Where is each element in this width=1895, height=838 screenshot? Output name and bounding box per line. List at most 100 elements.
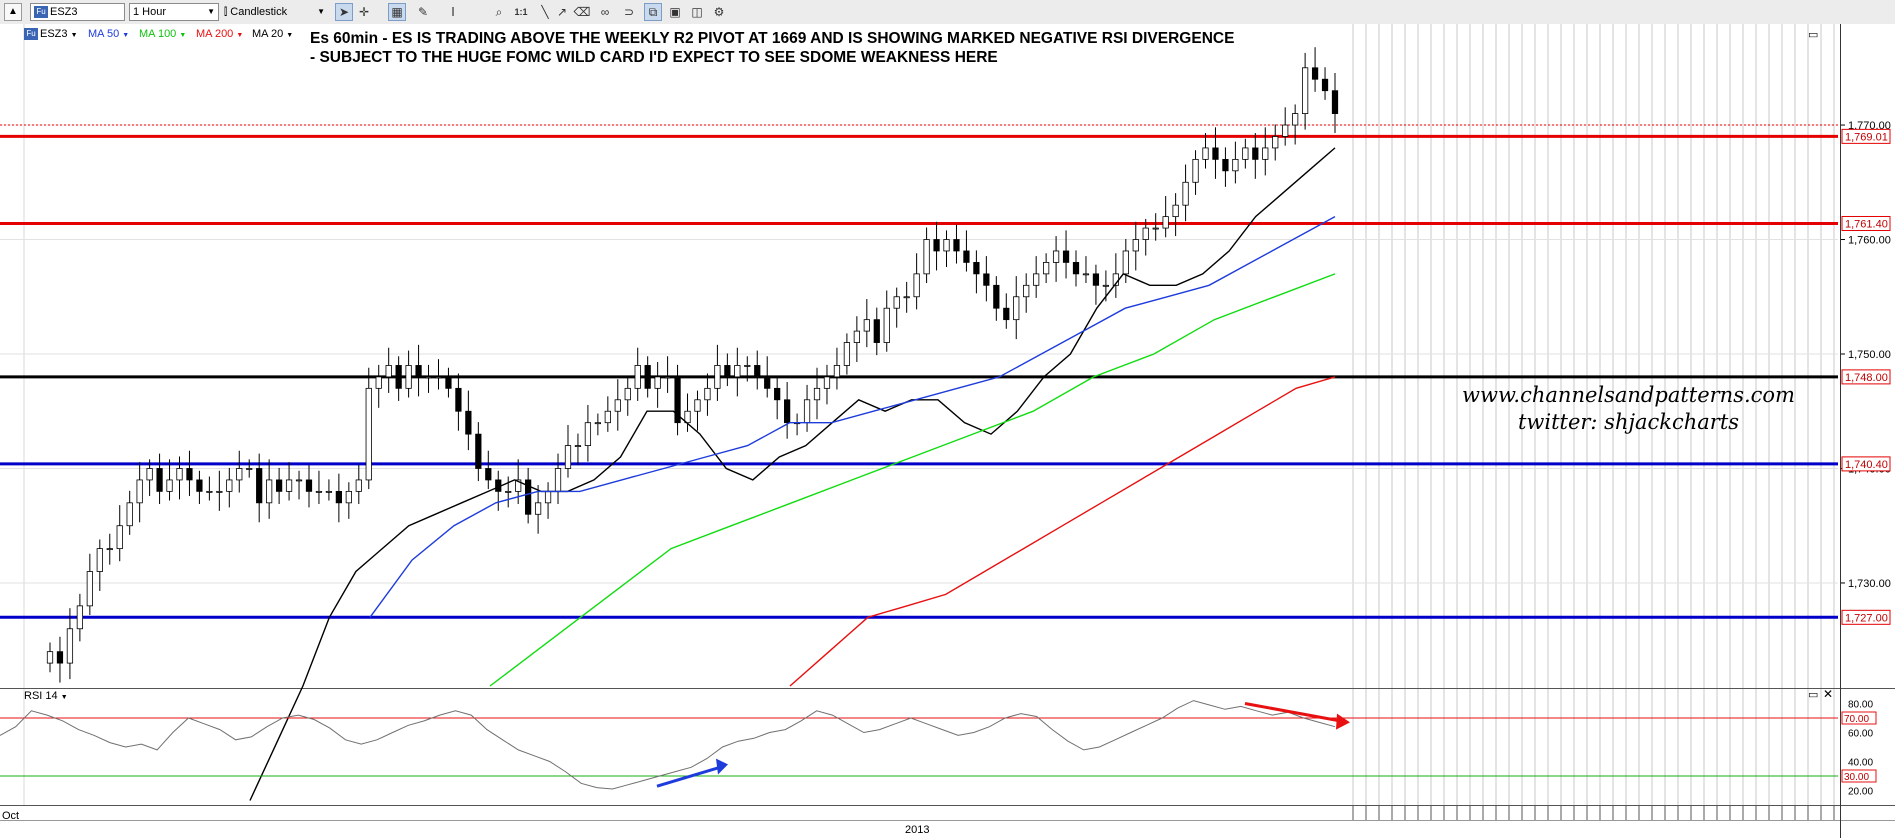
legend-ma200[interactable]: MA 200 ▼ xyxy=(196,28,243,40)
legend-ma100[interactable]: MA 100 ▼ xyxy=(139,28,186,40)
line-tool-icon[interactable]: ╲ xyxy=(541,5,549,19)
legend-symbol-label: ESZ3 xyxy=(40,28,68,40)
candle-up xyxy=(1262,147,1269,160)
candle-up xyxy=(1182,181,1189,206)
legend-symbol[interactable]: Fu ESZ3 ▼ xyxy=(24,28,78,41)
candle-up xyxy=(943,239,950,252)
rsi-tick-label: 60.00 xyxy=(1848,729,1873,740)
candle-up xyxy=(554,468,562,492)
template-icon[interactable]: ▣ xyxy=(669,5,681,19)
candle-up xyxy=(1192,158,1199,183)
candle-up xyxy=(923,239,930,275)
price-tag-box xyxy=(1841,215,1891,231)
cursor-icon[interactable]: ➤ xyxy=(335,3,353,21)
arrow-head-icon xyxy=(1336,713,1350,730)
candle-up xyxy=(285,479,293,492)
candle-up xyxy=(1301,67,1309,114)
x-axis-year-label: 2013 xyxy=(905,824,930,836)
arrow-head-icon xyxy=(716,758,728,775)
layers-icon[interactable]: ⧉ xyxy=(644,3,662,21)
candle-up xyxy=(704,387,711,401)
object-icon[interactable]: ◫ xyxy=(691,5,703,19)
watermark-twitter: twitter: shjackcharts xyxy=(1517,410,1740,434)
candle-down xyxy=(1331,90,1339,114)
candle-up xyxy=(266,479,273,504)
symbol-value: ESZ3 xyxy=(50,6,78,18)
crosshair-icon[interactable]: ✛ xyxy=(358,5,370,19)
candle-down xyxy=(674,376,681,424)
collapse-button[interactable]: ▲ xyxy=(4,3,22,21)
rsi-tick-label: 20.00 xyxy=(1848,787,1873,798)
candle-up xyxy=(1232,158,1239,172)
candle-up xyxy=(106,548,113,551)
candle-down xyxy=(485,468,492,481)
candle-up xyxy=(1013,296,1020,321)
candlestick-icon: ⫿ xyxy=(224,7,228,18)
moving-average-ma50 xyxy=(369,215,1336,618)
draw-icon[interactable]: ✎ xyxy=(417,5,429,19)
toolbar: ▲ Fu ESZ3 1 Hour ▼ ⫿ Candlestick ▼ ➤ ✛ ▦ ✎ … xyxy=(0,0,1895,25)
candle-up xyxy=(96,548,103,572)
moving-average-ma100 xyxy=(489,273,1336,687)
chevron-down-icon: ▼ xyxy=(122,32,130,39)
moving-average-ma200 xyxy=(789,376,1336,687)
chevron-down-icon: ▼ xyxy=(207,7,215,16)
candle-up xyxy=(1082,273,1090,276)
candle-up xyxy=(1242,147,1249,160)
legend-ma20-label: MA 20 xyxy=(252,28,284,40)
candle-down xyxy=(933,239,940,252)
candle-down xyxy=(973,262,980,275)
interval-value: 1 Hour xyxy=(133,6,167,18)
magnet-icon[interactable]: ⊃ xyxy=(623,5,635,19)
candle-up xyxy=(883,307,890,343)
rsi-bullish-divergence-arrow xyxy=(656,765,721,788)
chart-style-select[interactable]: ⫿ Candlestick ▼ xyxy=(224,3,328,21)
settings-icon[interactable]: ⚙ xyxy=(713,5,725,19)
rsi-tick-label: 80.00 xyxy=(1848,700,1873,711)
futures-icon: Fu xyxy=(34,6,48,19)
maximize-rsi-pane-icon[interactable]: ▭ xyxy=(1808,689,1819,701)
symbol-input[interactable]: Fu ESZ3 xyxy=(30,3,125,21)
price-tag-box xyxy=(1841,369,1891,385)
link-icon[interactable]: ∞ xyxy=(600,5,610,19)
candle-down xyxy=(1252,147,1259,160)
close-rsi-pane-icon[interactable]: ✕ xyxy=(1823,687,1834,701)
moving-average-ma20 xyxy=(249,147,1336,801)
candle-up xyxy=(584,422,592,446)
candle-up xyxy=(654,376,661,389)
candle-down xyxy=(1212,147,1219,160)
candle-up xyxy=(614,399,621,412)
candle-up xyxy=(853,330,860,343)
legend-ma50[interactable]: MA 50 ▼ xyxy=(88,28,129,40)
candle-down xyxy=(455,387,462,412)
candle-up xyxy=(315,490,323,493)
arrow-tool-icon[interactable]: ↗ xyxy=(556,5,568,19)
x-axis-left-label: Oct xyxy=(2,810,20,822)
candle-up xyxy=(355,479,362,492)
price-tag-box xyxy=(1841,128,1891,144)
price-chart[interactable]: 1,770.001,760.001,750.001,740.001,730.00… xyxy=(0,24,1895,838)
price-tag-label: 1,748.00 xyxy=(1845,372,1888,384)
one-to-one-icon[interactable]: 1:1 xyxy=(514,7,528,17)
grid-icon[interactable]: ▦ xyxy=(388,3,406,21)
candle-up xyxy=(833,365,841,378)
interval-select[interactable]: 1 Hour ▼ xyxy=(129,3,219,21)
candle-up xyxy=(246,468,253,470)
annotation-line-1: Es 60min - ES IS TRADING ABOVE THE WEEKL… xyxy=(310,30,1235,47)
candle-down xyxy=(445,376,452,389)
legend-rsi[interactable]: RSI 14 ▼ xyxy=(24,690,68,702)
text-tool-icon[interactable]: Ⅰ xyxy=(451,5,455,19)
legend-ma50-label: MA 50 xyxy=(88,28,120,40)
candle-down xyxy=(1222,158,1229,172)
zoom-icon[interactable]: ⌕ xyxy=(495,5,503,19)
rsi-line xyxy=(0,700,1336,790)
candle-up xyxy=(1272,136,1279,149)
eraser-icon[interactable]: ⌫ xyxy=(573,5,591,19)
legend-ma20[interactable]: MA 20 ▼ xyxy=(252,28,293,40)
candle-down xyxy=(993,284,1000,309)
legend-ma200-label: MA 200 xyxy=(196,28,234,40)
price-tag-label: 1,761.40 xyxy=(1845,218,1888,230)
maximize-pane-icon[interactable]: ▭ xyxy=(1808,29,1819,41)
chevron-down-icon: ▼ xyxy=(60,694,68,701)
candle-up xyxy=(116,525,123,550)
